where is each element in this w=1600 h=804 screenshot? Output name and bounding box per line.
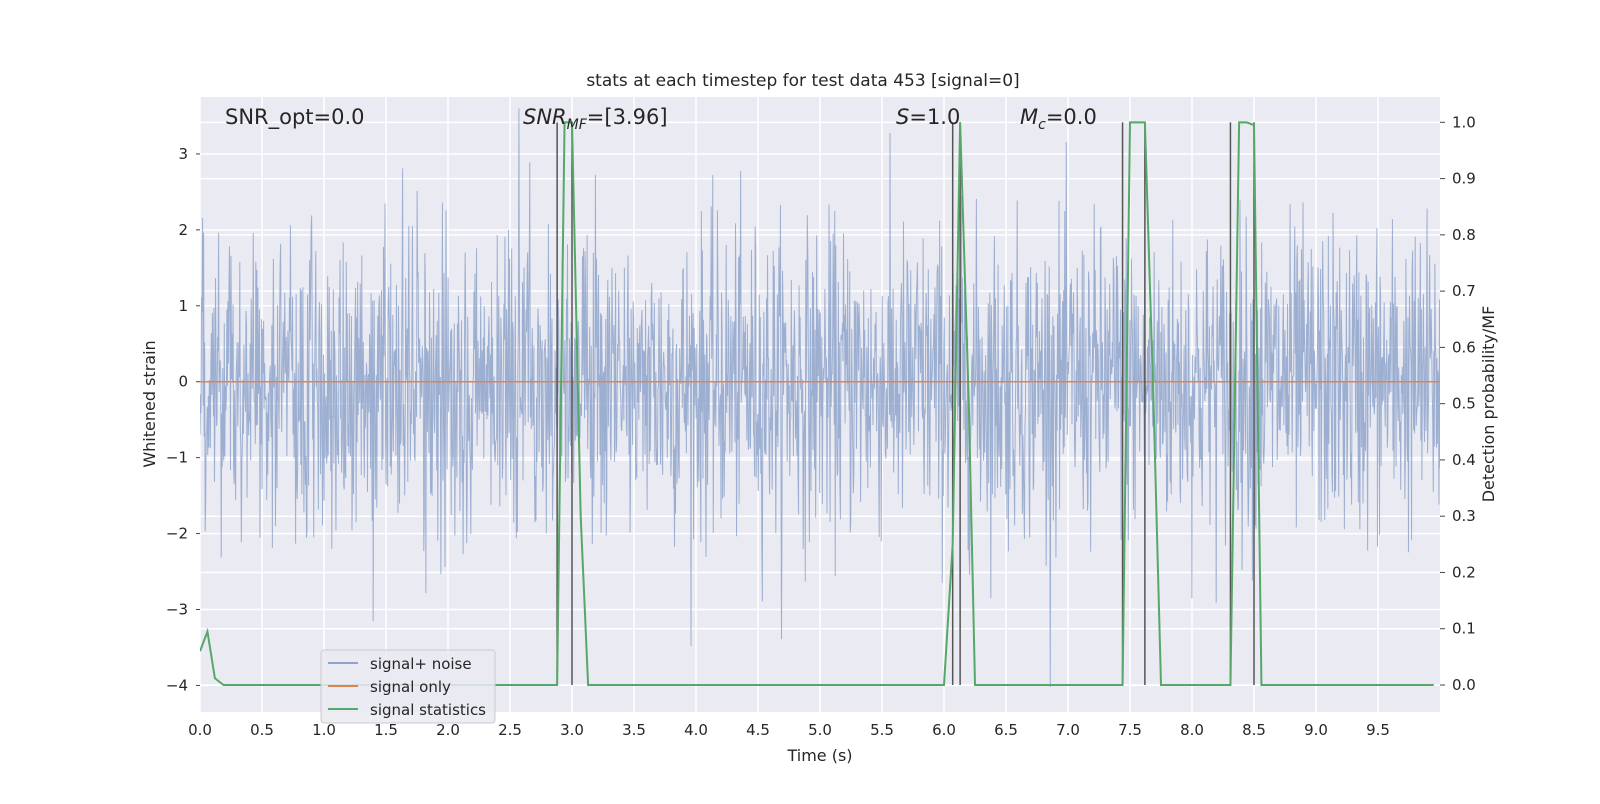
annotation-s-value: =1.0 <box>909 105 960 129</box>
y-tick-label: 0 <box>178 373 188 391</box>
annotation-snr-opt: SNR_opt=0.0 <box>225 105 365 130</box>
annotation-s: S=1.0 <box>896 105 960 129</box>
annotation-snr-mf-symbol: SNR <box>523 105 567 129</box>
y2-tick-label: 0.4 <box>1452 451 1476 469</box>
x-tick-label: 3.0 <box>560 721 584 739</box>
x-tick-label: 5.5 <box>870 721 894 739</box>
y-tick-label: 1 <box>178 297 188 315</box>
x-tick-label: 2.0 <box>436 721 460 739</box>
annotation-snr-mf-subscript: MF <box>567 117 588 133</box>
annotation-mc-symbol: M <box>1020 105 1038 129</box>
x-tick-label: 0.5 <box>250 721 274 739</box>
x-tick-label: 3.5 <box>622 721 646 739</box>
series-signal-statistics-line <box>200 121 1434 686</box>
x-tick-label: 6.0 <box>932 721 956 739</box>
annotation-snr-mf: SNRMF=[3.96] <box>523 105 668 133</box>
x-tick-label: 5.0 <box>808 721 832 739</box>
annotation-snr-mf-value: =[3.96] <box>587 105 668 129</box>
x-tick-label: 4.5 <box>746 721 770 739</box>
y2-tick-label: 0.3 <box>1452 507 1476 525</box>
x-tick-label: 9.0 <box>1304 721 1328 739</box>
annotation-s-symbol: S <box>896 105 909 129</box>
y2-tick-label: 0.2 <box>1452 563 1476 581</box>
chart-title: stats at each timestep for test data 453… <box>586 71 1019 91</box>
x-axis-label: Time (s) <box>786 746 852 765</box>
y-tick-label: −1 <box>166 449 188 467</box>
x-tick-label: 1.0 <box>312 721 336 739</box>
x-tick-label: 6.5 <box>994 721 1018 739</box>
y2-tick-label: 0.9 <box>1452 170 1476 188</box>
legend-label-signal-noise: signal+ noise <box>370 655 472 673</box>
y-axis-label: Whitened strain <box>140 340 159 467</box>
x-tick-label: 0.0 <box>188 721 212 739</box>
y-tick-label: 2 <box>178 221 188 239</box>
y2-tick-label: 0.7 <box>1452 282 1476 300</box>
x-tick-label: 1.5 <box>374 721 398 739</box>
x-tick-label: 7.5 <box>1118 721 1142 739</box>
y2-tick-label: 1.0 <box>1452 113 1476 131</box>
y-tick-label: −2 <box>166 525 188 543</box>
y-tick-label: −3 <box>166 601 188 619</box>
x-tick-label: 8.0 <box>1180 721 1204 739</box>
x-tick-label: 2.5 <box>498 721 522 739</box>
y2-axis-label: Detection probability/MF <box>1479 306 1498 503</box>
annotation-mc-subscript: c <box>1038 117 1046 133</box>
annotation-mc: Mc=0.0 <box>1020 105 1097 133</box>
plot-area <box>200 108 1440 688</box>
legend-label-signal-only: signal only <box>370 678 451 696</box>
y-tick-label: 3 <box>178 145 188 163</box>
x-tick-label: 4.0 <box>684 721 708 739</box>
x-tick-label: 7.0 <box>1056 721 1080 739</box>
y2-axis-ticks: 1.0 0.9 0.8 0.7 0.6 0.5 0.4 0.3 0.2 0.1 0.0 <box>1440 113 1476 694</box>
legend-box <box>320 649 496 724</box>
y2-tick-label: 0.0 <box>1452 676 1476 694</box>
y-axis-ticks: 3 2 1 0 −1 −2 −3 −4 <box>166 145 200 694</box>
y2-tick-label: 0.1 <box>1452 620 1476 638</box>
x-axis-ticks: 0.0 0.5 1.0 1.5 2.0 2.5 3.0 3.5 4.0 4.5 5.0 5.5 6.0 6… <box>188 721 1390 739</box>
legend: signal+ noise signal only signal statist… <box>320 649 496 724</box>
x-tick-label: 8.5 <box>1242 721 1266 739</box>
series-signal-noise-line <box>200 108 1440 688</box>
x-tick-label: 9.5 <box>1366 721 1390 739</box>
y2-tick-label: 0.8 <box>1452 226 1476 244</box>
legend-label-signal-statistics: signal statistics <box>370 701 486 719</box>
y2-tick-label: 0.5 <box>1452 395 1476 413</box>
y-tick-label: −4 <box>166 676 188 694</box>
annotation-mc-value: =0.0 <box>1046 105 1097 129</box>
y2-tick-label: 0.6 <box>1452 338 1476 356</box>
